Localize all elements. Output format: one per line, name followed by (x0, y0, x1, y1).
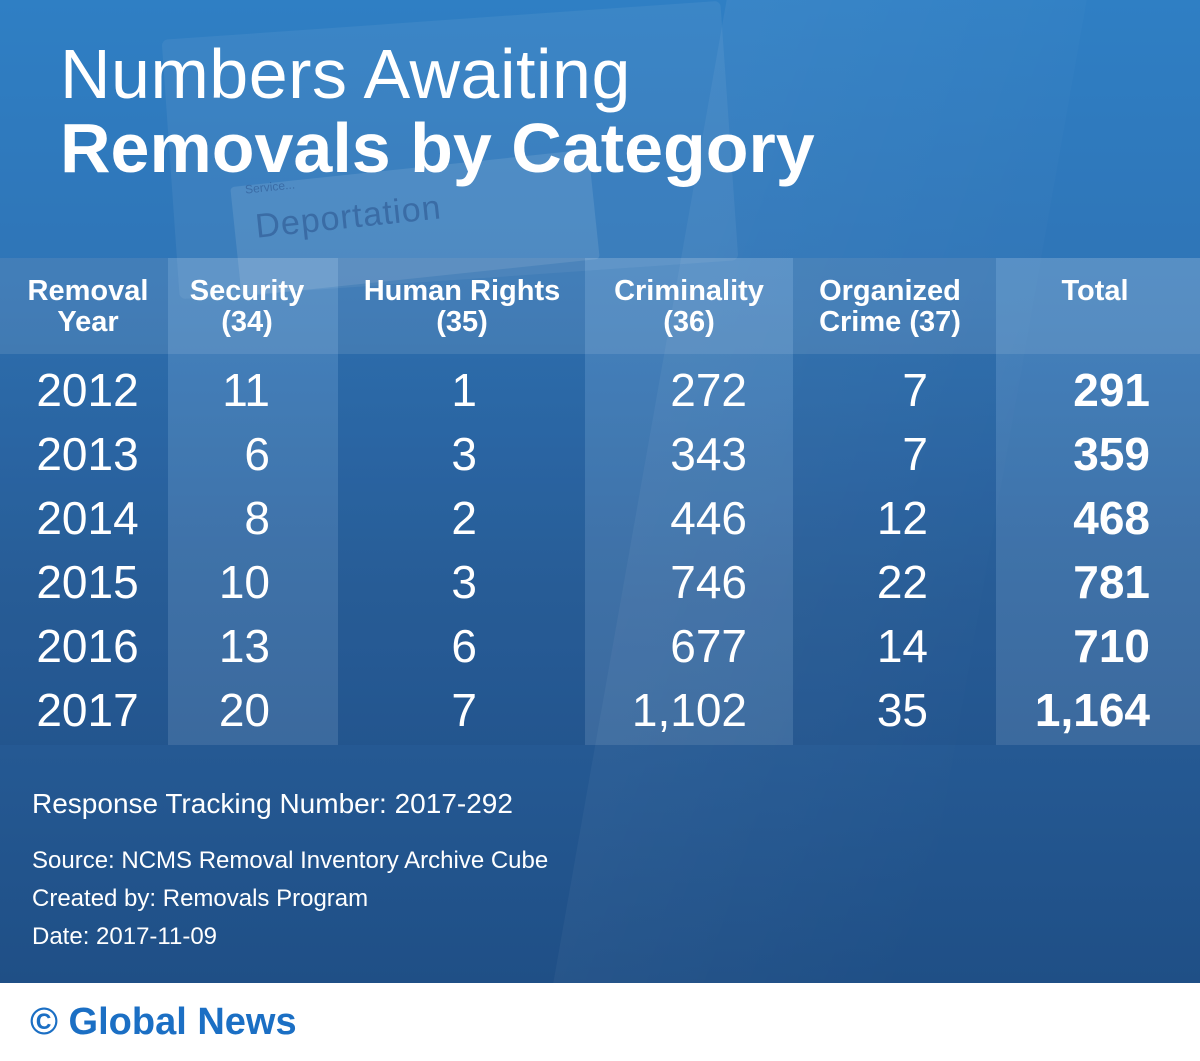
header-criminality: Criminality (36) (595, 276, 783, 338)
cell-human-rights: 3 (451, 428, 477, 480)
cell-criminality: 446 (670, 492, 747, 544)
cell-security: 8 (244, 492, 270, 544)
table-header-band (0, 258, 1200, 354)
header-human-rights: Human Rights (35) (348, 276, 576, 338)
table-row: 2014 8 2 446 12 468 (0, 486, 1200, 550)
cell-organized-crime: 7 (902, 364, 928, 416)
cell-total: 781 (1073, 556, 1150, 608)
cell-security: 20 (218, 684, 270, 736)
title-line-2: Removals by Category (60, 108, 815, 187)
cell-human-rights: 2 (451, 492, 477, 544)
data-table: Removal Year Security (34) Human Rights … (0, 258, 1200, 745)
column-band-total (996, 258, 1200, 745)
tracking-number: Response Tracking Number: 2017-292 (32, 788, 513, 819)
cell-year: 2014 (36, 492, 139, 544)
cell-criminality: 677 (670, 620, 747, 672)
header-label: (36) (663, 306, 715, 338)
cell-year: 2016 (36, 620, 139, 672)
cell-organized-crime: 7 (902, 428, 928, 480)
brand-logo-text: © Global News (30, 1001, 297, 1043)
table-row: 2016 13 6 677 14 710 (0, 614, 1200, 678)
header-label: Human Rights (363, 275, 561, 307)
header-removal-year: Removal Year (18, 276, 158, 338)
date-note: Date: 2017-11-09 (32, 923, 218, 950)
column-band-criminality (585, 258, 793, 745)
cell-organized-crime: 12 (876, 492, 928, 544)
cell-criminality: 1,102 (631, 684, 747, 736)
column-band-organized-crime (793, 258, 996, 745)
column-band-human-rights (338, 258, 585, 745)
table-row: 2013 6 3 343 7 359 (0, 422, 1200, 486)
cell-human-rights: 7 (451, 684, 477, 736)
chart-title: Numbers Awaiting Removals by Category (60, 35, 815, 187)
title-line-1: Numbers Awaiting (60, 35, 631, 113)
cell-human-rights: 3 (451, 556, 477, 608)
header-label: Criminality (614, 275, 764, 307)
header-label: Organized (819, 275, 961, 307)
header-label: Removal (27, 275, 149, 307)
header-label: Year (57, 306, 119, 338)
header-label: (35) (436, 306, 488, 338)
cell-security: 11 (222, 364, 270, 416)
cell-organized-crime: 35 (876, 684, 928, 736)
header-label: (34) (221, 306, 273, 338)
header-label: Total (1061, 275, 1129, 307)
cell-total: 291 (1073, 364, 1150, 416)
cell-year: 2015 (36, 556, 139, 608)
header-label: Crime (37) (819, 306, 961, 338)
cell-organized-crime: 14 (876, 620, 928, 672)
cell-security: 10 (218, 556, 270, 608)
created-by-note: Created by: Removals Program (32, 885, 369, 912)
source-note: Source: NCMS Removal Inventory Archive C… (32, 847, 549, 874)
table-row: 2015 10 3 746 22 781 (0, 550, 1200, 614)
cell-human-rights: 6 (451, 620, 477, 672)
column-band-year (0, 258, 168, 745)
header-label: Security (189, 275, 305, 307)
cell-security: 13 (218, 620, 270, 672)
cell-criminality: 272 (670, 364, 747, 416)
cell-criminality: 746 (670, 556, 747, 608)
cell-criminality: 343 (670, 428, 747, 480)
header-total: Total (1010, 276, 1180, 307)
infographic-canvas: Service... Deportation Numbers Awaiting … (0, 0, 1200, 983)
cell-total: 468 (1073, 492, 1150, 544)
notes-block: Response Tracking Number: 2017-292 Sourc… (32, 788, 548, 956)
table-row: 2012 11 1 272 7 291 (0, 358, 1200, 422)
column-band-security (168, 258, 338, 745)
cell-year: 2012 (36, 364, 139, 416)
cell-year: 2013 (36, 428, 139, 480)
footer: © Global News (0, 983, 1200, 1061)
cell-human-rights: 1 (451, 364, 477, 416)
cell-year: 2017 (36, 684, 139, 736)
table-row: 2017 20 7 1,102 35 1,164 (0, 678, 1200, 742)
cell-organized-crime: 22 (876, 556, 928, 608)
header-security: Security (34) (172, 276, 322, 338)
header-organized-crime: Organized Crime (37) (800, 276, 980, 338)
cell-total: 359 (1073, 428, 1150, 480)
cell-total: 1,164 (1034, 684, 1150, 736)
cell-security: 6 (244, 428, 270, 480)
cell-total: 710 (1073, 620, 1150, 672)
